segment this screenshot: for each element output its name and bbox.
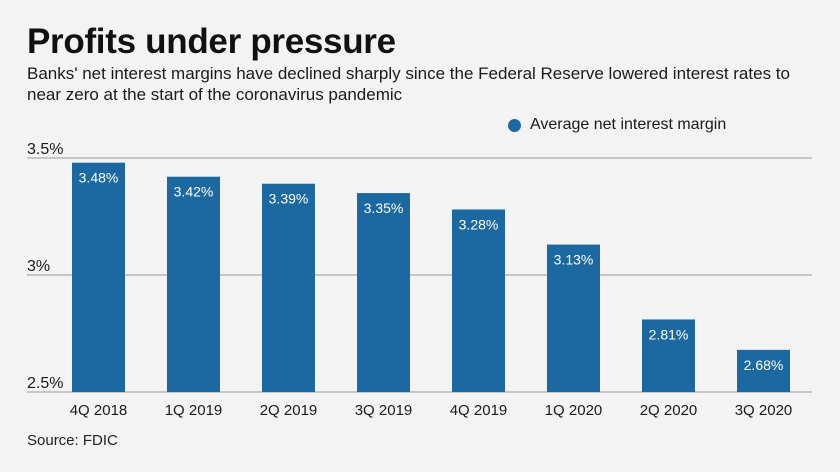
legend-label: Average net interest margin bbox=[530, 116, 727, 133]
data-label: 3.13% bbox=[554, 252, 594, 268]
source-note: Source: FDIC bbox=[27, 432, 118, 449]
x-tick-label: 2Q 2019 bbox=[260, 402, 318, 419]
x-tick-label: 2Q 2020 bbox=[640, 402, 698, 419]
y-tick-label: 2.5% bbox=[27, 375, 63, 392]
y-tick-label: 3.5% bbox=[27, 141, 63, 158]
x-tick-label: 4Q 2019 bbox=[450, 402, 508, 419]
legend-swatch bbox=[508, 118, 521, 132]
bar bbox=[357, 193, 410, 392]
data-label: 3.42% bbox=[174, 184, 214, 200]
bar bbox=[547, 244, 600, 392]
bar bbox=[167, 176, 220, 392]
y-tick-label: 3% bbox=[27, 258, 50, 275]
chart-title: Profits under pressure bbox=[27, 22, 396, 61]
x-tick-label: 1Q 2020 bbox=[545, 402, 603, 419]
bar bbox=[72, 162, 125, 392]
data-label: 2.81% bbox=[649, 326, 689, 342]
data-label: 3.39% bbox=[269, 191, 309, 207]
data-label: 3.28% bbox=[459, 216, 499, 232]
chart-subtitle: Banks' net interest margins have decline… bbox=[27, 64, 790, 104]
data-label: 3.48% bbox=[79, 170, 119, 186]
data-label: 3.35% bbox=[364, 200, 404, 216]
bar bbox=[452, 209, 505, 392]
data-label: 2.68% bbox=[744, 357, 784, 373]
bar bbox=[737, 349, 790, 392]
x-tick-label: 3Q 2019 bbox=[355, 402, 413, 419]
x-tick-label: 4Q 2018 bbox=[70, 402, 128, 419]
bar bbox=[262, 183, 315, 392]
bar bbox=[642, 319, 695, 392]
x-tick-label: 3Q 2020 bbox=[735, 402, 793, 419]
x-tick-label: 1Q 2019 bbox=[165, 402, 223, 419]
chart-legend: Average net interest margin bbox=[508, 116, 726, 134]
